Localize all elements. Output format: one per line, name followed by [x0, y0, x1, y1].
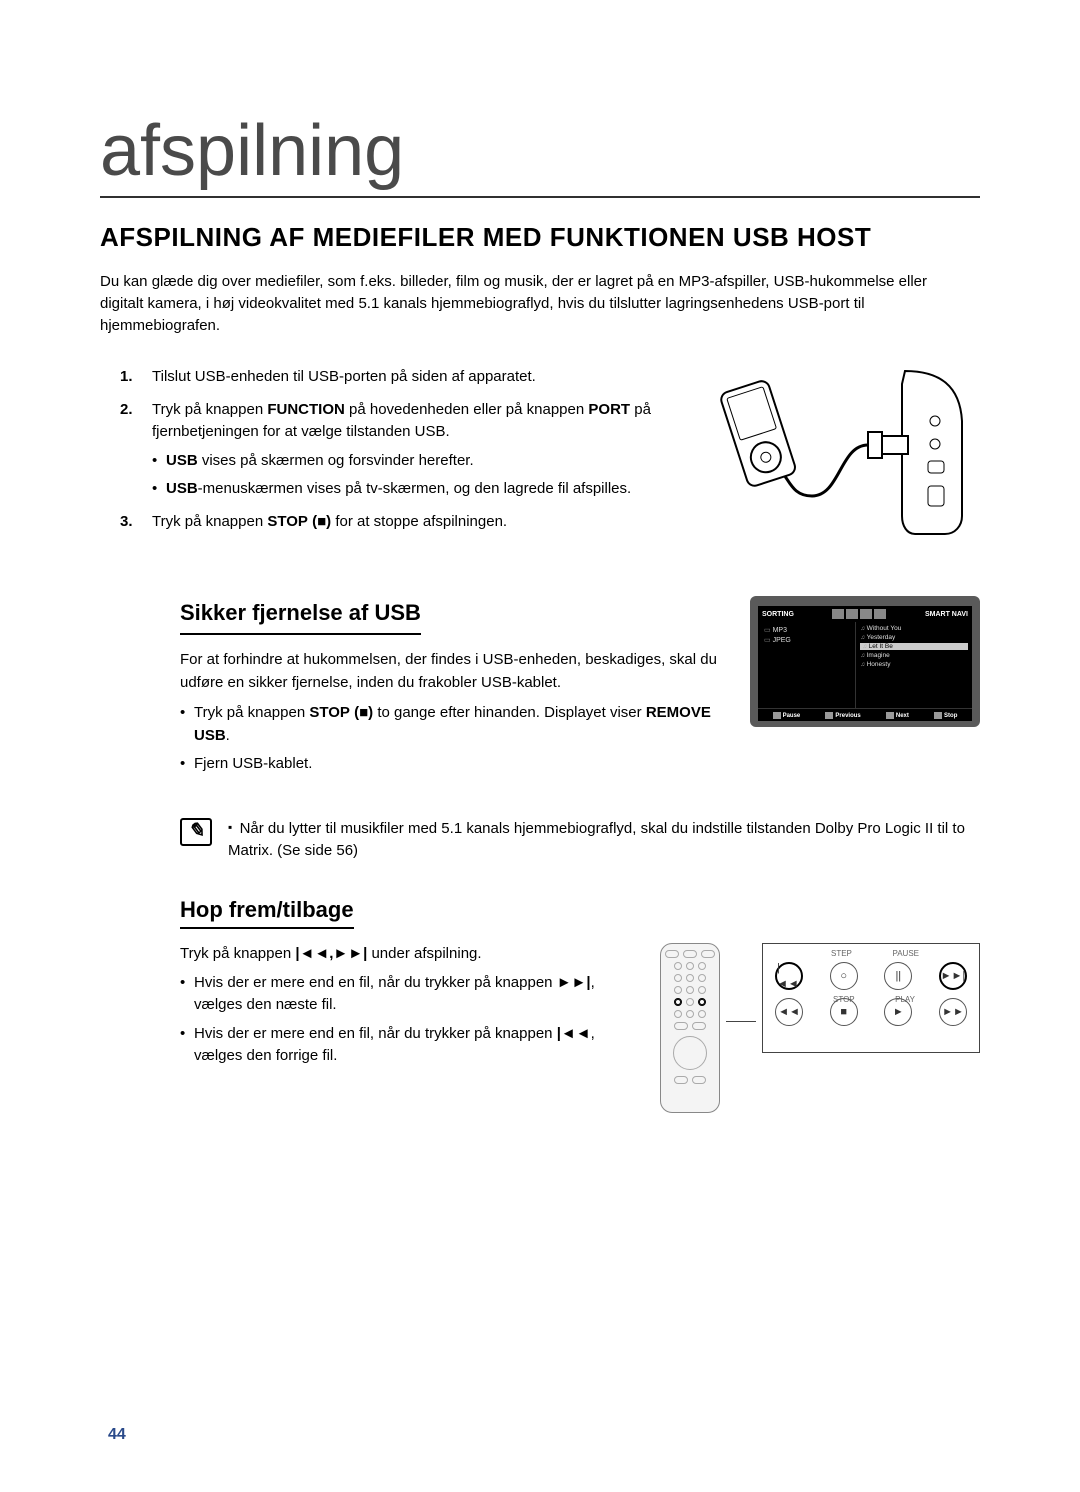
section-heading: AFSPILNING AF MEDIEFILER MED FUNKTIONEN …	[100, 222, 980, 253]
usb-connection-illustration	[680, 366, 980, 546]
tv-sorting-icons	[832, 609, 886, 619]
step-2-sub-1: USB vises på skærmen og forsvinder heref…	[166, 450, 656, 473]
tv-sorting-label: SORTING	[762, 611, 794, 618]
step-2: Tryk på knappen FUNCTION på hovedenheden…	[152, 399, 656, 501]
pause-label: PAUSE	[892, 948, 919, 960]
pause-button-icon: ||	[884, 962, 912, 990]
safe-remove-step-1: Tryk på knappen STOP (■) to gange efter …	[180, 702, 720, 747]
step-button-icon: ○	[830, 962, 858, 990]
next-button-icon: ►►|	[939, 962, 967, 990]
intro-paragraph: Du kan glæde dig over mediefiler, som f.…	[100, 271, 970, 336]
skip-intro-line: Tryk på knappen |◄◄,►►| under afspilning…	[180, 943, 630, 966]
control-panel-closeup: STEP PAUSE STOP PLAY |◄◄ ○ || ►►| ◄◄ ■ ►…	[762, 943, 980, 1053]
note-icon: ✎	[180, 818, 212, 846]
step-2-text: Tryk på knappen FUNCTION på hovedenheden…	[152, 401, 651, 441]
tv-track-selected: Let It Be	[860, 643, 968, 650]
remote-control-illustration: STEP PAUSE STOP PLAY |◄◄ ○ || ►►| ◄◄ ■ ►…	[660, 943, 980, 1113]
step-label: STEP	[831, 948, 852, 960]
skip-prev-file: Hvis der er mere end en fil, når du tryk…	[180, 1023, 630, 1068]
mini-remote-icon	[660, 943, 720, 1113]
prev-button-icon: |◄◄	[775, 962, 803, 990]
step-3: Tryk på knappen STOP (■) for at stoppe a…	[152, 511, 656, 534]
steps-list: Tilslut USB-enheden til USB-porten på si…	[100, 366, 656, 533]
step-1: Tilslut USB-enheden til USB-porten på si…	[152, 366, 656, 389]
tv-controls-legend: Pause Previous Next Stop	[758, 708, 972, 721]
tv-folder-pane: MP3 JPEG	[758, 622, 856, 708]
tv-screen-illustration: SORTING SMART NAVI MP3 JPEG Without You …	[750, 596, 980, 782]
chapter-title: afspilning	[100, 110, 980, 198]
page-number: 44	[108, 1426, 126, 1444]
note-text: Når du lytter til musikfiler med 5.1 kan…	[228, 818, 980, 862]
safe-remove-paragraph: For at forhindre at hukommelsen, der fin…	[180, 649, 720, 694]
step-2-sub-2: USB-menuskærmen vises på tv-skærmen, og …	[166, 478, 656, 501]
note-box: ✎ Når du lytter til musikfiler med 5.1 k…	[180, 818, 980, 862]
play-label: PLAY	[895, 994, 915, 1006]
ffwd-button-icon: ►►	[939, 998, 967, 1026]
tv-smartnavi-label: SMART NAVI	[925, 611, 968, 618]
safe-remove-heading: Sikker fjernelse af USB	[180, 596, 421, 635]
safe-remove-step-2: Fjern USB-kablet.	[180, 753, 720, 776]
skip-next-file: Hvis der er mere end en fil, når du tryk…	[180, 972, 630, 1017]
callout-leader-line	[726, 1021, 756, 1022]
tv-track-list: Without You Yesterday Let It Be Imagine …	[856, 622, 972, 708]
skip-heading: Hop frem/tilbage	[180, 897, 354, 929]
rewind-button-icon: ◄◄	[775, 998, 803, 1026]
stop-label: STOP	[833, 994, 855, 1006]
